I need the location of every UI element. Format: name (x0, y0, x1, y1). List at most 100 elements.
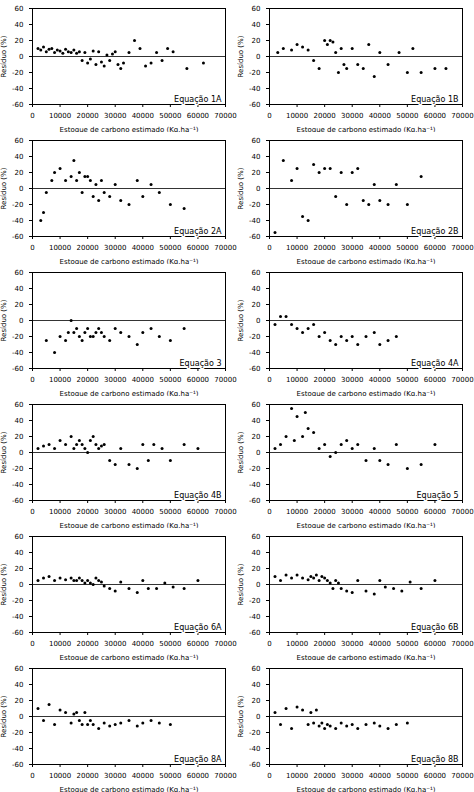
svg-text:0: 0 (256, 449, 260, 457)
svg-text:0: 0 (256, 185, 260, 193)
svg-text:20000: 20000 (77, 376, 99, 384)
svg-text:30000: 30000 (341, 640, 363, 648)
svg-text:40: 40 (15, 681, 24, 689)
svg-text:60: 60 (252, 533, 261, 541)
svg-text:Equação 3: Equação 3 (180, 359, 222, 368)
svg-text:10000: 10000 (49, 244, 71, 252)
svg-text:40000: 40000 (369, 376, 391, 384)
svg-text:-60: -60 (249, 233, 260, 241)
svg-text:0: 0 (256, 581, 260, 589)
svg-text:0: 0 (30, 112, 34, 120)
svg-text:Resíduo (%): Resíduo (%) (0, 167, 8, 209)
svg-text:-40: -40 (12, 613, 23, 621)
svg-text:60000: 60000 (424, 772, 446, 780)
svg-text:40: 40 (252, 417, 261, 425)
svg-text:60000: 60000 (187, 640, 209, 648)
svg-text:60: 60 (252, 5, 261, 13)
svg-text:20: 20 (15, 169, 24, 177)
svg-text:0: 0 (30, 376, 34, 384)
svg-text:60: 60 (252, 137, 261, 145)
svg-text:50000: 50000 (159, 376, 181, 384)
svg-text:Equação 6A: Equação 6A (174, 623, 222, 632)
svg-text:Estoque de carbono estimado (K: Estoque de carbono estimado (Kg.ha⁻¹) (297, 786, 436, 792)
svg-text:10000: 10000 (286, 112, 308, 120)
svg-text:20: 20 (252, 697, 261, 705)
svg-text:20000: 20000 (77, 112, 99, 120)
svg-text:0: 0 (267, 376, 271, 384)
svg-text:60000: 60000 (187, 112, 209, 120)
svg-text:20000: 20000 (314, 112, 336, 120)
svg-text:0: 0 (267, 244, 271, 252)
svg-text:10000: 10000 (286, 376, 308, 384)
svg-text:20000: 20000 (314, 508, 336, 516)
svg-text:40: 40 (252, 549, 261, 557)
svg-text:10000: 10000 (49, 640, 71, 648)
svg-text:60000: 60000 (424, 376, 446, 384)
svg-text:50000: 50000 (159, 112, 181, 120)
svg-text:0: 0 (256, 317, 260, 325)
svg-text:30000: 30000 (104, 376, 126, 384)
svg-text:10000: 10000 (49, 376, 71, 384)
svg-text:10000: 10000 (286, 508, 308, 516)
svg-text:-40: -40 (249, 217, 260, 225)
svg-text:20000: 20000 (77, 508, 99, 516)
svg-text:70000: 70000 (214, 244, 236, 252)
svg-text:50000: 50000 (159, 508, 181, 516)
svg-text:0: 0 (19, 317, 23, 325)
svg-text:10000: 10000 (49, 772, 71, 780)
svg-text:-60: -60 (12, 365, 23, 373)
svg-text:-20: -20 (249, 333, 260, 341)
svg-text:20: 20 (15, 433, 24, 441)
svg-text:20: 20 (252, 565, 261, 573)
svg-text:70000: 70000 (214, 376, 236, 384)
svg-text:-40: -40 (12, 349, 23, 357)
svg-text:40000: 40000 (369, 772, 391, 780)
svg-text:70000: 70000 (214, 508, 236, 516)
svg-text:20000: 20000 (314, 772, 336, 780)
svg-text:Equação 8A: Equação 8A (174, 755, 222, 764)
svg-text:50000: 50000 (396, 112, 418, 120)
svg-text:-40: -40 (249, 481, 260, 489)
svg-text:-60: -60 (12, 233, 23, 241)
svg-text:60: 60 (15, 665, 24, 673)
svg-text:50000: 50000 (396, 772, 418, 780)
svg-text:20000: 20000 (314, 376, 336, 384)
svg-text:-40: -40 (249, 85, 260, 93)
svg-text:0: 0 (256, 713, 260, 721)
svg-text:-60: -60 (12, 497, 23, 505)
svg-text:Equação 5: Equação 5 (417, 491, 459, 500)
svg-text:Estoque de carbono estimado (K: Estoque de carbono estimado (Kg.ha⁻¹) (60, 786, 199, 792)
svg-text:10000: 10000 (286, 640, 308, 648)
svg-text:-40: -40 (12, 217, 23, 225)
svg-text:-60: -60 (249, 761, 260, 769)
svg-text:-60: -60 (249, 629, 260, 637)
svg-text:30000: 30000 (104, 772, 126, 780)
svg-text:-20: -20 (12, 729, 23, 737)
svg-text:-20: -20 (12, 597, 23, 605)
svg-text:0: 0 (19, 53, 23, 61)
svg-text:Resíduo (%): Resíduo (%) (0, 35, 8, 77)
svg-text:40000: 40000 (369, 508, 391, 516)
svg-text:40: 40 (15, 285, 24, 293)
svg-text:30000: 30000 (104, 244, 126, 252)
svg-text:30000: 30000 (341, 376, 363, 384)
svg-text:40000: 40000 (132, 244, 154, 252)
svg-text:0: 0 (19, 449, 23, 457)
svg-text:20: 20 (15, 301, 24, 309)
svg-text:50000: 50000 (396, 244, 418, 252)
svg-text:20: 20 (15, 565, 24, 573)
svg-text:40000: 40000 (132, 112, 154, 120)
svg-text:Equação 8B: Equação 8B (411, 755, 458, 764)
svg-text:30000: 30000 (341, 772, 363, 780)
svg-text:Resíduo (%): Resíduo (%) (237, 35, 245, 77)
svg-text:40000: 40000 (132, 376, 154, 384)
svg-text:0: 0 (267, 772, 271, 780)
svg-text:-60: -60 (12, 629, 23, 637)
svg-text:60: 60 (252, 401, 261, 409)
svg-text:10000: 10000 (286, 772, 308, 780)
svg-text:40: 40 (15, 153, 24, 161)
svg-text:Resíduo (%): Resíduo (%) (0, 695, 8, 737)
svg-text:-40: -40 (249, 745, 260, 753)
svg-text:0: 0 (267, 112, 271, 120)
svg-text:60: 60 (15, 5, 24, 13)
